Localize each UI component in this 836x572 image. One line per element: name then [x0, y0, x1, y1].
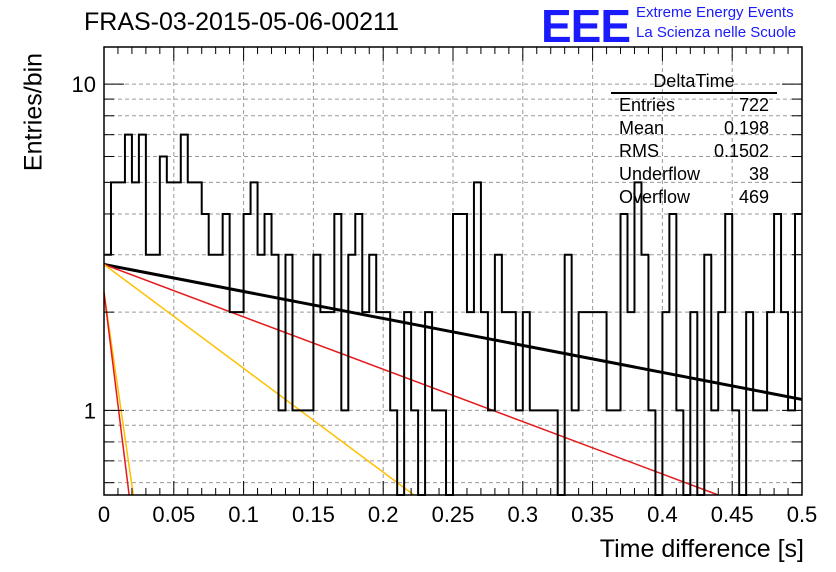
- stats-value: 0.1502: [713, 141, 769, 161]
- stats-value: 722: [738, 95, 769, 115]
- x-tick-label: 0: [98, 502, 110, 527]
- x-tick-label: 0.1: [228, 502, 259, 527]
- x-tick-label: 0.15: [292, 502, 335, 527]
- stats-label: Mean: [619, 118, 665, 138]
- fit-line: [103, 263, 415, 496]
- eee-logo: EEE: [541, 0, 631, 52]
- histogram-steps: [104, 133, 802, 496]
- stats-label: Underflow: [619, 164, 701, 184]
- stats-value: 469: [738, 187, 769, 207]
- x-tick-label: 0.4: [647, 502, 678, 527]
- stats-row-overflow: Overflow 469: [611, 186, 777, 209]
- stats-value: 38: [748, 164, 769, 184]
- stats-label: Overflow: [619, 187, 691, 207]
- fit-line: [103, 292, 130, 496]
- y-tick-label: 10: [72, 72, 96, 97]
- x-tick-label: 0.3: [508, 502, 539, 527]
- stats-label: RMS: [619, 141, 659, 161]
- run-title: FRAS-03-2015-05-06-00211: [84, 8, 400, 36]
- x-tick-label: 0.5: [787, 502, 818, 527]
- axes-frame: 0 0.05 0.1 0.15 0.2 0.25 0.3 0.35 0.4 0.45 0.5 1 10: [72, 46, 818, 527]
- stats-row-entries: Entries 722: [611, 94, 777, 117]
- y-axis-label: Entries/bin: [19, 52, 48, 172]
- stats-row-underflow: Underflow 38: [611, 163, 777, 186]
- stats-value: 0.198: [723, 118, 769, 138]
- x-tick-label: 0.45: [711, 502, 754, 527]
- stats-row-rms: RMS 0.1502: [611, 140, 777, 163]
- x-axis-label: Time difference [s]: [599, 535, 804, 563]
- x-tick-label: 0.25: [432, 502, 475, 527]
- logo-subtitle-line2: La Scienza nelle Scuole: [636, 24, 797, 41]
- logo-subtitle-line1: Extreme Energy Events: [636, 4, 794, 21]
- x-tick-label: 0.2: [368, 502, 399, 527]
- x-tick-label: 0.35: [571, 502, 614, 527]
- stats-row-mean: Mean 0.198: [611, 117, 777, 140]
- histogram-series: [104, 133, 802, 496]
- stats-label: Entries: [619, 95, 676, 115]
- y-tick-label: 1: [84, 398, 96, 423]
- x-tick-label: 0.05: [152, 502, 195, 527]
- stats-box: DeltaTime Entries 722 Mean 0.198 RMS 0.1…: [611, 70, 777, 209]
- stats-title: DeltaTime: [611, 70, 777, 94]
